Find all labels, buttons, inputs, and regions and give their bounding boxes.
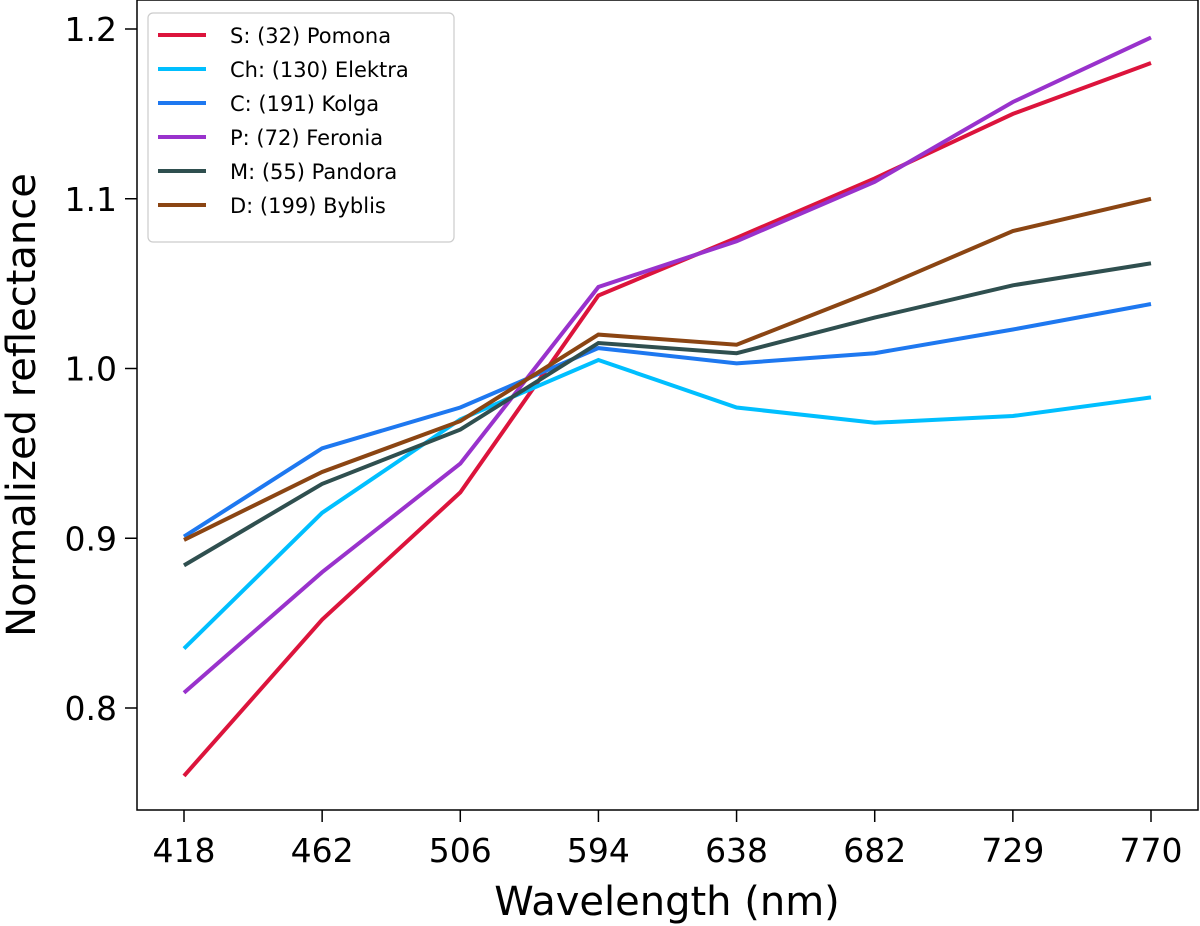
y-tick-label: 0.9 — [65, 519, 117, 558]
x-tick-label: 462 — [291, 831, 354, 870]
y-tick-label: 0.8 — [65, 689, 117, 728]
legend-label: D: (199) Byblis — [230, 194, 386, 218]
series-line — [182, 261, 1152, 568]
y-tick-label: 1.1 — [65, 180, 117, 219]
x-axis-label: Wavelength (nm) — [494, 879, 840, 925]
x-tick-label: 594 — [567, 831, 630, 870]
legend-box — [147, 12, 455, 243]
series-line — [183, 196, 1152, 542]
series-line — [182, 35, 1152, 695]
x-tick-label: 729 — [981, 831, 1044, 870]
legend-label: C: (191) Kolga — [230, 92, 379, 116]
x-tick-label: 638 — [705, 831, 768, 870]
x-tick-label: 506 — [429, 831, 492, 870]
legend-label: Ch: (130) Elektra — [230, 58, 409, 82]
x-tick-label: 770 — [1120, 831, 1183, 870]
y-tick-label: 1.2 — [65, 10, 117, 49]
x-axis-ticks: 418 462 506 594 638 682 729 770 — [153, 810, 1183, 870]
series-lines — [182, 35, 1152, 778]
legend-label: S: (32) Pomona — [230, 24, 391, 48]
legend: S: (32) Pomona Ch: (130) Elektra C: (191) … — [147, 12, 455, 243]
series-line — [182, 61, 1152, 778]
x-tick-label: 418 — [153, 831, 216, 870]
y-axis-label: Normalized reflectance — [0, 173, 45, 637]
x-tick-label: 682 — [843, 831, 906, 870]
y-tick-label: 1.0 — [65, 350, 117, 389]
y-axis-ticks: 0.8 0.9 1.0 1.1 1.2 — [65, 10, 137, 728]
plot-frame — [136, 0, 1199, 811]
legend-label: P: (72) Feronia — [230, 126, 383, 150]
series-line — [182, 302, 1152, 539]
legend-label: M: (55) Pandora — [230, 160, 397, 184]
series-line — [182, 357, 1152, 651]
